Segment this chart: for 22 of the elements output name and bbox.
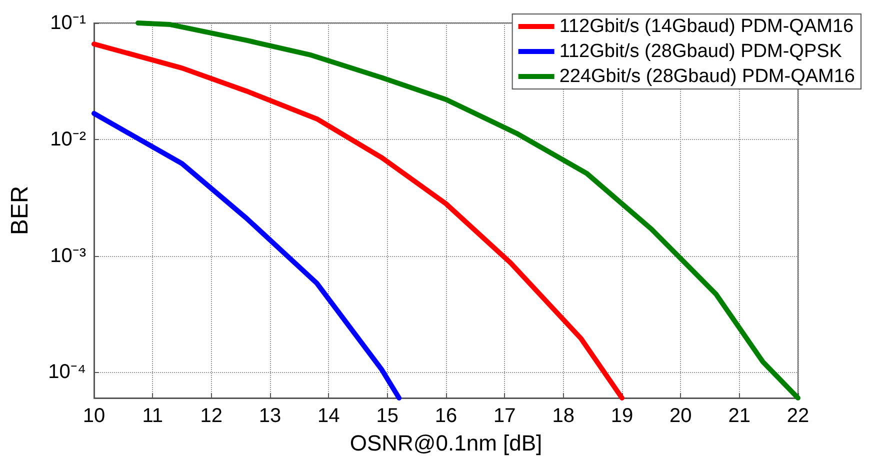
legend-label: 224Gbit/s (28Gbaud) PDM-QAM16	[559, 66, 856, 87]
y-tick-label: 10⁻¹	[50, 12, 86, 34]
x-tick-label: 10	[82, 405, 106, 427]
legend-label: 112Gbit/s (14Gbaud) PDM-QAM16	[559, 16, 854, 37]
x-tick-label: 14	[318, 405, 340, 427]
x-tick-label: 20	[670, 405, 692, 427]
x-tick-label: 22	[786, 405, 810, 427]
x-tick-label: 13	[258, 405, 282, 427]
x-tick-label: 21	[728, 405, 750, 427]
legend-label: 112Gbit/s (28Gbaud) PDM-QPSK	[559, 41, 842, 62]
y-axis-title: BER	[6, 186, 34, 236]
x-tick-label: 18	[552, 405, 574, 427]
x-axis-title: OSNR@0.1nm [dB]	[350, 430, 542, 456]
y-tick-label: 10⁻³	[50, 244, 86, 267]
x-tick-label: 19	[610, 405, 634, 427]
x-tick-label: 17	[494, 405, 516, 427]
y-tick-label: 10⁻⁴	[48, 361, 86, 384]
x-tick-label: 16	[434, 405, 458, 427]
x-tick-label: 11	[142, 405, 164, 427]
y-tick-label: 10⁻²	[50, 128, 86, 150]
x-tick-label: 12	[200, 405, 222, 427]
x-tick-label: 15	[376, 405, 398, 427]
